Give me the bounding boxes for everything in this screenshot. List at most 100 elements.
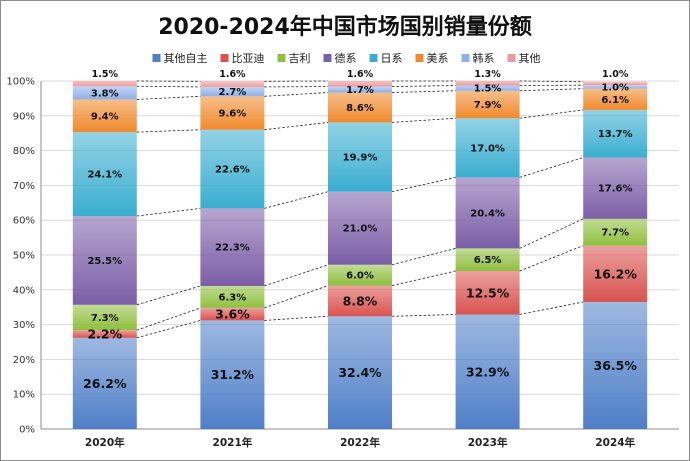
legend-swatch bbox=[152, 54, 161, 62]
legend: 其他自主 比亚迪 吉利 德系 日系 美系 韩系 其他 bbox=[152, 51, 541, 65]
bar-segment bbox=[455, 177, 520, 249]
x-tick-label: 2024年 bbox=[595, 436, 635, 449]
legend-label: 其他 bbox=[519, 52, 541, 65]
data-label: 26.2% bbox=[83, 376, 127, 391]
bar-segment bbox=[200, 320, 265, 429]
bar-segment bbox=[455, 248, 520, 272]
data-label: 1.6% bbox=[347, 69, 374, 80]
bar-segment bbox=[200, 86, 265, 97]
bar-segment bbox=[583, 301, 648, 429]
legend-swatch bbox=[220, 54, 229, 62]
legend-swatch bbox=[277, 54, 286, 62]
data-label: 8.8% bbox=[343, 293, 378, 308]
bar-segment bbox=[583, 157, 648, 219]
connector-lines bbox=[136, 80, 584, 339]
bar-segment bbox=[328, 285, 392, 317]
bar-segment bbox=[583, 109, 648, 158]
legend-label: 韩系 bbox=[473, 51, 495, 65]
bar-segment bbox=[72, 337, 137, 429]
data-label: 1.0% bbox=[601, 82, 629, 93]
legend-swatch bbox=[507, 54, 516, 62]
data-labels: 26.2% 31.2% 32.4% 32.9% 36.5% 2.2% 3.6% 8.8% 12.… bbox=[83, 69, 637, 391]
data-label: 17.6% bbox=[598, 184, 633, 195]
data-label: 25.5% bbox=[87, 256, 122, 267]
connector-line bbox=[136, 129, 201, 133]
connector-line bbox=[264, 285, 329, 309]
connector-line bbox=[264, 264, 329, 287]
x-axis: 2020年 2021年 2022年 2023年 2024年 bbox=[85, 436, 636, 449]
bar-segment bbox=[583, 85, 648, 89]
data-label: 1.6% bbox=[219, 69, 246, 80]
data-label: 3.8% bbox=[91, 88, 119, 99]
bar-segment bbox=[328, 264, 392, 286]
data-label: 6.3% bbox=[219, 292, 247, 303]
bar-segment bbox=[200, 129, 265, 209]
bar-segment bbox=[328, 122, 392, 192]
y-tick-label: 50% bbox=[13, 251, 35, 262]
bar-segment bbox=[200, 96, 265, 130]
bar-segment bbox=[72, 132, 137, 217]
data-label: 1.5% bbox=[92, 69, 119, 80]
connector-line bbox=[519, 88, 584, 92]
connector-line bbox=[391, 314, 456, 317]
data-label: 6.5% bbox=[474, 255, 502, 266]
data-label: 13.7% bbox=[598, 129, 633, 140]
x-tick-label: 2021年 bbox=[213, 436, 253, 449]
legend-swatch bbox=[369, 54, 378, 62]
data-label: 32.9% bbox=[466, 364, 510, 379]
bar-segment bbox=[200, 285, 265, 308]
data-label: 9.4% bbox=[91, 111, 119, 122]
x-tick-label: 2023年 bbox=[468, 436, 508, 449]
bar-segment bbox=[455, 271, 520, 315]
connector-line bbox=[391, 90, 456, 93]
data-label: 17.0% bbox=[470, 143, 505, 154]
y-tick-label: 70% bbox=[13, 181, 35, 192]
connector-line bbox=[519, 301, 584, 315]
data-label: 24.1% bbox=[87, 170, 122, 181]
data-label: 22.3% bbox=[215, 243, 250, 254]
y-tick-label: 80% bbox=[13, 146, 35, 157]
data-label: 16.2% bbox=[594, 266, 638, 281]
x-tick-label: 2020年 bbox=[85, 436, 125, 449]
bar-segment bbox=[455, 90, 520, 119]
connector-line bbox=[136, 307, 201, 331]
data-label: 1.0% bbox=[602, 69, 629, 80]
bar-segment bbox=[328, 191, 392, 265]
data-label: 21.0% bbox=[343, 224, 378, 235]
legend-label: 日系 bbox=[381, 52, 403, 65]
connector-line bbox=[136, 320, 201, 339]
data-label: 20.4% bbox=[470, 208, 505, 219]
bar-segment bbox=[328, 86, 392, 93]
bar-segment bbox=[72, 330, 137, 338]
y-tick-label: 40% bbox=[13, 285, 35, 296]
data-label: 6.1% bbox=[601, 95, 629, 106]
data-label: 7.7% bbox=[601, 228, 629, 239]
legend-label: 其他自主 bbox=[164, 52, 208, 65]
y-tick-label: 30% bbox=[13, 320, 35, 331]
data-label: 2.2% bbox=[87, 326, 122, 341]
legend-swatch bbox=[323, 54, 332, 62]
connector-line bbox=[391, 248, 456, 266]
data-label: 22.6% bbox=[215, 165, 250, 176]
data-label: 19.9% bbox=[343, 153, 378, 164]
connector-line bbox=[391, 270, 456, 287]
bar-segment bbox=[200, 81, 265, 87]
bar-segment bbox=[72, 216, 137, 305]
legend-label: 美系 bbox=[427, 52, 449, 65]
data-label: 1.3% bbox=[474, 69, 501, 80]
bar-segment bbox=[328, 316, 392, 429]
bar-segment bbox=[72, 81, 137, 87]
connector-line bbox=[519, 245, 584, 272]
y-tick-label: 60% bbox=[13, 216, 35, 227]
data-label: 7.9% bbox=[474, 100, 502, 111]
data-label: 12.5% bbox=[466, 285, 510, 300]
legend-swatch bbox=[461, 54, 470, 62]
data-label: 7.3% bbox=[91, 313, 119, 324]
connector-line bbox=[264, 92, 329, 97]
x-tick-label: 2022年 bbox=[340, 436, 380, 449]
data-label: 36.5% bbox=[594, 358, 638, 373]
connector-line bbox=[136, 95, 201, 100]
connector-line bbox=[391, 117, 456, 123]
